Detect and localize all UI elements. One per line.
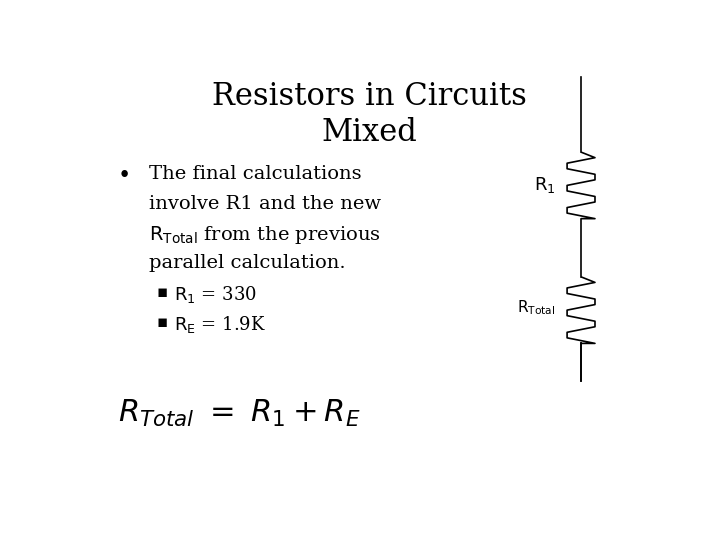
Text: $\mathrm{R_1}$ = 330: $\mathrm{R_1}$ = 330 — [174, 285, 256, 305]
Text: ▪: ▪ — [157, 285, 168, 301]
Text: $\mathrm{R_1}$: $\mathrm{R_1}$ — [534, 176, 556, 195]
Text: The final calculations: The final calculations — [148, 165, 361, 183]
Text: Mixed: Mixed — [321, 117, 417, 148]
Text: $\mathrm{R_E}$ = 1.9K: $\mathrm{R_E}$ = 1.9K — [174, 314, 266, 335]
Text: ▪: ▪ — [157, 314, 168, 331]
Text: involve R1 and the new: involve R1 and the new — [148, 194, 381, 213]
Text: $\mathrm{R_{Total}}$ from the previous: $\mathrm{R_{Total}}$ from the previous — [148, 225, 380, 246]
Text: •: • — [118, 165, 131, 187]
Text: $R_{Total}\ =\ R_1 + R_E$: $R_{Total}\ =\ R_1 + R_E$ — [118, 397, 361, 429]
Text: $\mathrm{R_{Total}}$: $\mathrm{R_{Total}}$ — [518, 299, 556, 318]
Text: parallel calculation.: parallel calculation. — [148, 254, 345, 272]
Text: Resistors in Circuits: Resistors in Circuits — [212, 82, 526, 112]
